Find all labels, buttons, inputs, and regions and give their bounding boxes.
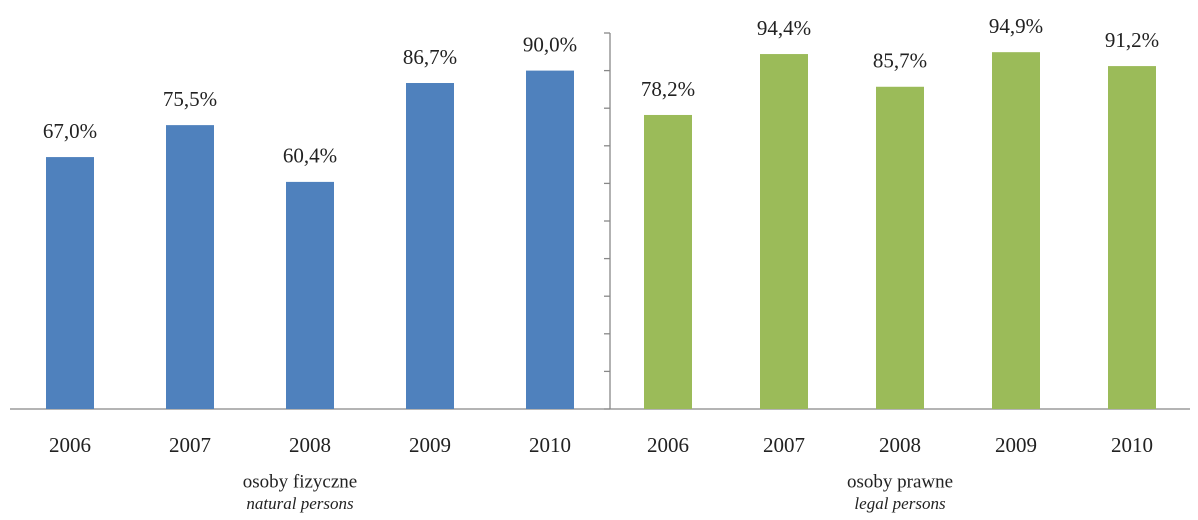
bar: [760, 54, 808, 409]
data-label: 91,2%: [1105, 28, 1159, 52]
x-tick-label: 2010: [1111, 433, 1153, 457]
data-label: 94,4%: [757, 16, 811, 40]
x-tick-label: 2009: [995, 433, 1037, 457]
x-tick-label: 2009: [409, 433, 451, 457]
data-label: 90,0%: [523, 32, 577, 56]
bar: [46, 157, 94, 409]
bar: [644, 114, 692, 409]
x-tick-label: 2006: [647, 433, 689, 457]
bar: [992, 52, 1040, 410]
group-label-en: natural persons: [246, 494, 354, 513]
group-label: osoby prawne: [847, 471, 953, 492]
data-label: 86,7%: [403, 45, 457, 69]
group-label: osoby fizyczne: [243, 471, 357, 492]
data-label: 94,9%: [989, 14, 1043, 38]
x-tick-label: 2006: [49, 433, 91, 457]
bar: [1108, 66, 1156, 409]
data-label: 60,4%: [283, 144, 337, 168]
bar: [286, 181, 334, 409]
x-tick-label: 2008: [879, 433, 921, 457]
x-tick-label: 2007: [763, 433, 805, 457]
data-label: 75,5%: [163, 87, 217, 111]
x-tick-label: 2008: [289, 433, 331, 457]
data-label: 67,0%: [43, 119, 97, 143]
data-label: 78,2%: [641, 77, 695, 101]
data-label: 85,7%: [873, 49, 927, 73]
x-tick-label: 2010: [529, 433, 571, 457]
bar: [166, 125, 214, 410]
bar: [526, 70, 574, 409]
bar: [876, 86, 924, 409]
bar: [406, 83, 454, 410]
x-tick-label: 2007: [169, 433, 211, 457]
group-label-en: legal persons: [854, 494, 946, 513]
